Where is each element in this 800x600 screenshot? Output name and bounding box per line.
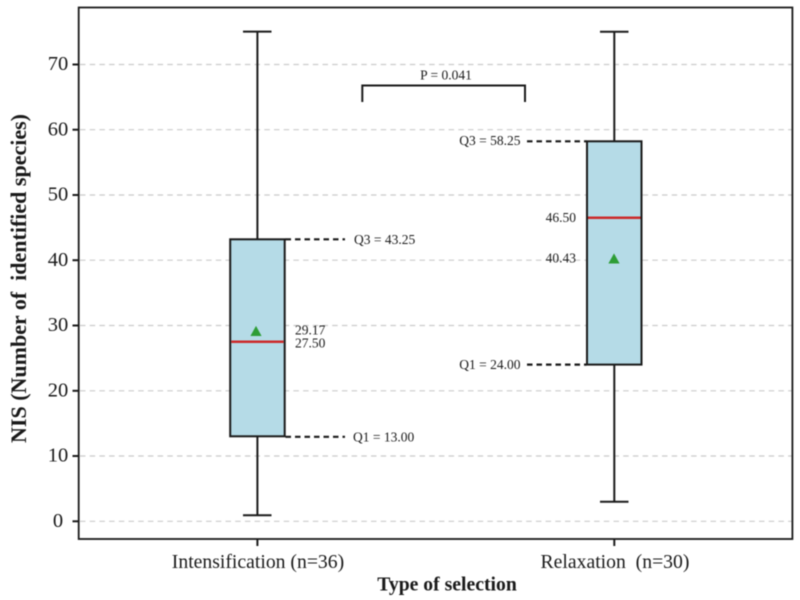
svg-text:Relaxation (n=30): Relaxation (n=30) — [541, 551, 690, 573]
svg-text:70: 70 — [48, 53, 69, 75]
svg-text:27.50: 27.50 — [295, 336, 326, 351]
svg-text:P = 0.041: P = 0.041 — [420, 68, 472, 83]
svg-text:46.50: 46.50 — [546, 210, 577, 225]
svg-text:60: 60 — [48, 118, 69, 140]
svg-text:10: 10 — [48, 445, 69, 467]
svg-text:Q1 = 24.00: Q1 = 24.00 — [459, 357, 520, 372]
svg-text:29.17: 29.17 — [295, 323, 326, 338]
svg-text:Intensification (n=36): Intensification (n=36) — [172, 551, 344, 573]
svg-text:NIS (Number of identified spe: NIS (Number of identified species) — [6, 114, 31, 443]
svg-text:Q1 = 13.00: Q1 = 13.00 — [353, 430, 414, 445]
svg-text:Q3 = 43.25: Q3 = 43.25 — [354, 232, 415, 247]
svg-text:Q3 = 58.25: Q3 = 58.25 — [459, 133, 520, 148]
svg-text:20: 20 — [48, 380, 69, 402]
svg-text:30: 30 — [48, 314, 69, 336]
svg-text:40.43: 40.43 — [546, 250, 577, 265]
svg-text:Type of selection: Type of selection — [377, 574, 517, 596]
svg-text:50: 50 — [48, 184, 69, 206]
svg-text:40: 40 — [48, 249, 69, 271]
svg-text:0: 0 — [53, 510, 63, 532]
